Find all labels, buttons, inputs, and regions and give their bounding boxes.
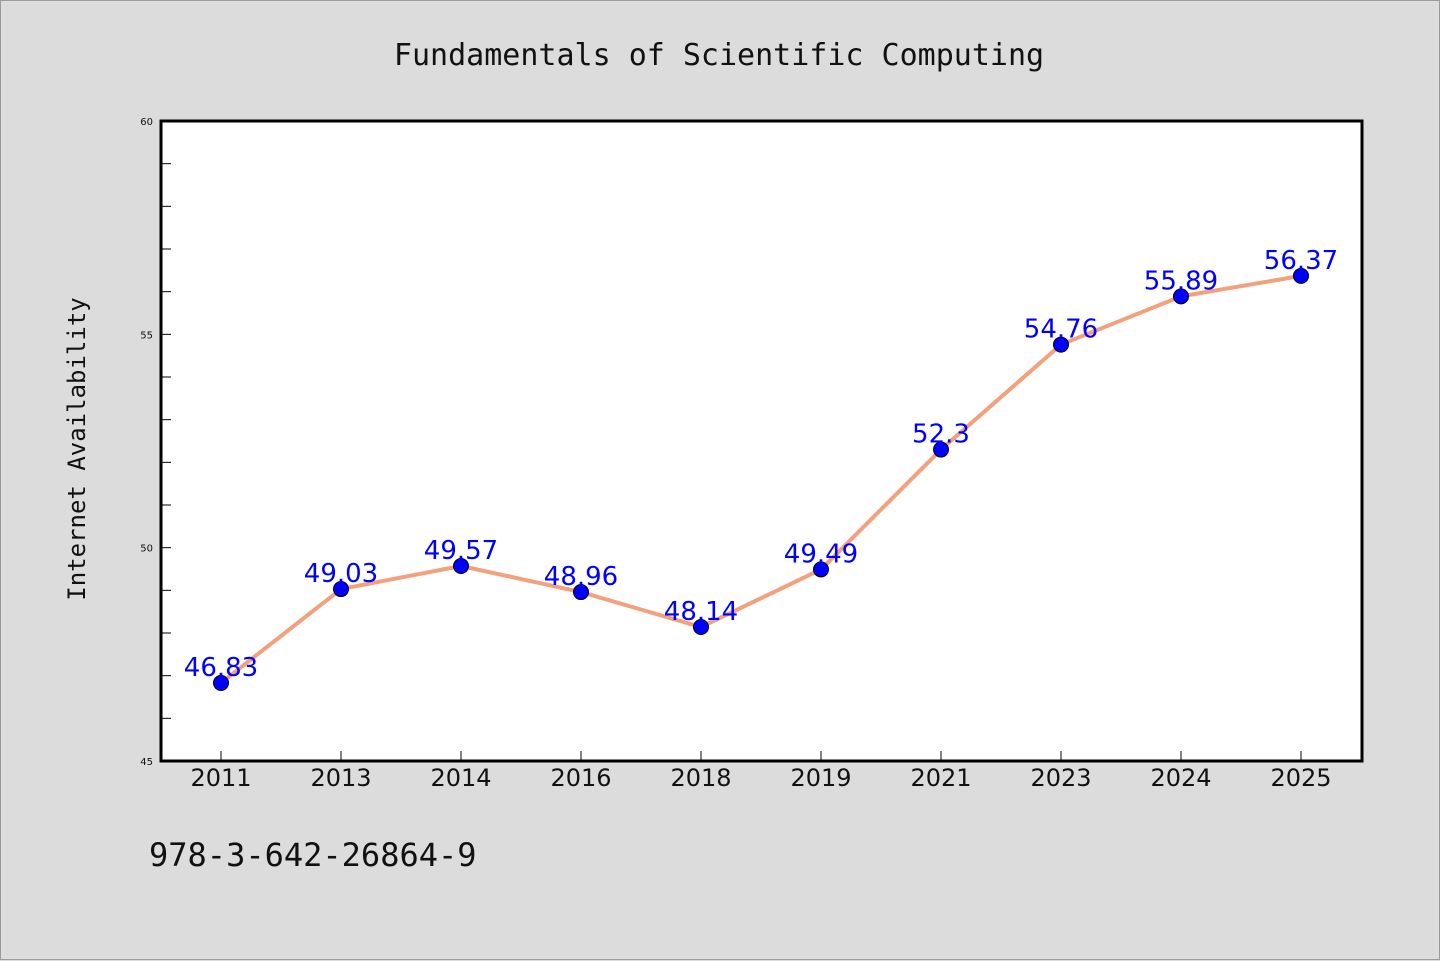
x-tick-label: 2018 xyxy=(670,764,731,792)
data-label: 48.14 xyxy=(664,597,738,627)
y-axis: 45 50 55 60 xyxy=(140,117,171,768)
y-tick-label: 45 xyxy=(140,757,153,768)
x-tick-label: 2025 xyxy=(1270,764,1331,792)
series-line xyxy=(219,273,1302,685)
data-point xyxy=(573,584,589,601)
data-label: 54.76 xyxy=(1024,315,1098,345)
data-point xyxy=(1053,336,1069,353)
x-tick-label: 2023 xyxy=(1030,764,1091,792)
data-point xyxy=(813,561,829,578)
data-label: 52.3 xyxy=(912,420,970,450)
data-label: 48.96 xyxy=(544,562,618,592)
x-tick-label: 2016 xyxy=(550,764,611,792)
data-label: 49.57 xyxy=(424,536,498,566)
chart-title: Fundamentals of Scientific Computing xyxy=(394,38,1044,73)
data-point xyxy=(933,441,949,458)
data-point xyxy=(1293,267,1309,284)
y-tick-label: 55 xyxy=(140,330,153,341)
isbn-footer: 978-3-642-26864-9 xyxy=(149,836,477,874)
data-point xyxy=(453,558,469,575)
data-label: 49.49 xyxy=(784,539,858,569)
x-tick-label: 2021 xyxy=(910,764,971,792)
data-point xyxy=(1173,288,1189,305)
data-label: 49.03 xyxy=(304,559,378,589)
x-tick-label: 2019 xyxy=(790,764,851,792)
data-point xyxy=(213,674,229,691)
y-tick-label: 50 xyxy=(140,544,153,555)
plot-frame xyxy=(159,119,1364,763)
x-tick-label: 2013 xyxy=(310,764,371,792)
y-axis-label: Internet Availability xyxy=(63,297,91,600)
y-tick-label: 60 xyxy=(140,117,153,128)
x-tick-label: 2014 xyxy=(430,764,491,792)
x-axis: 2011 2013 2014 2016 2018 2019 2021 2023 2024 2025 xyxy=(190,751,1332,792)
data-label: 56.37 xyxy=(1264,246,1338,276)
plot-area xyxy=(161,121,1362,761)
data-point xyxy=(333,581,349,598)
data-point xyxy=(693,619,709,636)
data-label: 46.83 xyxy=(184,653,258,683)
series-1: 46.83 49.03 49.57 48.96 48.14 49.49 52.3 54.76 5… xyxy=(184,246,1338,691)
x-tick-label: 2024 xyxy=(1150,764,1211,792)
data-label: 55.89 xyxy=(1144,266,1218,296)
x-tick-label: 2011 xyxy=(190,764,251,792)
